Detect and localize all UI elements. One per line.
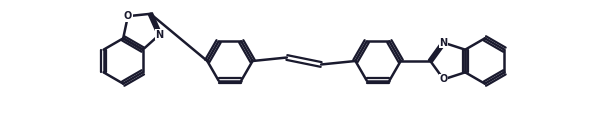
Text: N: N: [156, 30, 164, 40]
Text: O: O: [124, 11, 132, 21]
Text: O: O: [440, 74, 447, 84]
Text: N: N: [440, 38, 447, 48]
